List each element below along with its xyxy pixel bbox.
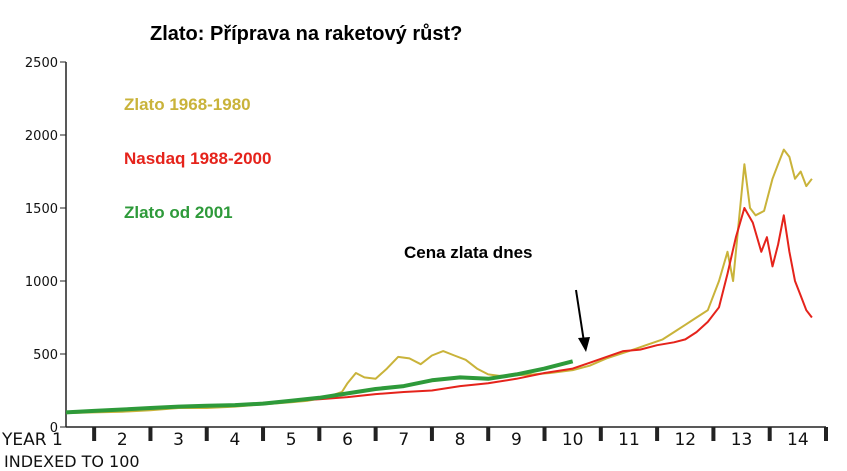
y-tick-label: 2000 — [25, 129, 58, 144]
x-tick-mark — [92, 427, 97, 441]
x-tick-mark — [317, 427, 322, 441]
legend-entry-nasdaq: Nasdaq 1988-2000 — [124, 149, 271, 168]
x-tick-label: 14 — [787, 430, 809, 450]
x-tick-mark — [261, 427, 266, 441]
x-tick-mark — [486, 427, 491, 441]
x-tick-mark — [204, 427, 209, 441]
x-axis-label: INDEXED TO 100 — [4, 452, 140, 471]
x-tick-label: 13 — [731, 430, 753, 450]
x-tick-mark — [429, 427, 434, 441]
x-tick-label: 5 — [286, 430, 297, 450]
y-tick-label: 1500 — [25, 202, 58, 217]
x-tick-mark — [655, 427, 660, 441]
x-tick-label: 12 — [674, 430, 696, 450]
x-tick-mark — [598, 427, 603, 441]
x-tick-label: 8 — [455, 430, 466, 450]
y-tick-label: 0 — [50, 421, 58, 436]
x-tick-label: 2 — [117, 430, 128, 450]
x-tick-label: 9 — [511, 430, 522, 450]
series-group — [65, 148, 813, 415]
x-tick-label: 6 — [342, 430, 353, 450]
x-tick-mark — [373, 427, 378, 441]
x-tick-label: 10 — [562, 430, 584, 450]
y-tick-label: 1000 — [25, 275, 58, 290]
chart-title: Zlato: Příprava na raketový růst? — [150, 23, 462, 45]
x-tick-mark — [711, 427, 716, 441]
x-tick-label: 3 — [173, 430, 184, 450]
x-tick-label: 4 — [229, 430, 240, 450]
x-tick-mark — [824, 427, 828, 441]
x-tick-label: 11 — [618, 430, 640, 450]
annotation-arrow — [575, 289, 585, 343]
x-tick-mark — [767, 427, 772, 441]
y-tick-label: 2500 — [25, 56, 58, 71]
x-tick-label: YEAR 1 — [1, 430, 63, 450]
annotation: Cena zlata dnes — [404, 243, 590, 352]
y-tick-label: 500 — [33, 348, 58, 363]
series-line-2 — [65, 359, 574, 415]
legend-entry-zlato-1968: Zlato 1968-1980 — [124, 95, 251, 114]
x-tick-label: 7 — [398, 430, 409, 450]
annotation-text: Cena zlata dnes — [404, 243, 533, 262]
series-line-1 — [65, 207, 813, 414]
x-tick-mark — [542, 427, 547, 441]
x-tick-mark — [148, 427, 153, 441]
x-axis: YEAR 1 2 3 4 5 6 7 8 9 10 11 12 13 14 — [1, 426, 828, 450]
legend: Zlato 1968-1980 Nasdaq 1988-2000 Zlato o… — [124, 95, 271, 222]
y-axis: 0 500 1000 1500 2000 2500 — [25, 56, 67, 436]
series-line-0 — [65, 148, 813, 415]
annotation-arrowhead — [578, 337, 590, 352]
legend-entry-zlato-2001: Zlato od 2001 — [124, 203, 233, 222]
